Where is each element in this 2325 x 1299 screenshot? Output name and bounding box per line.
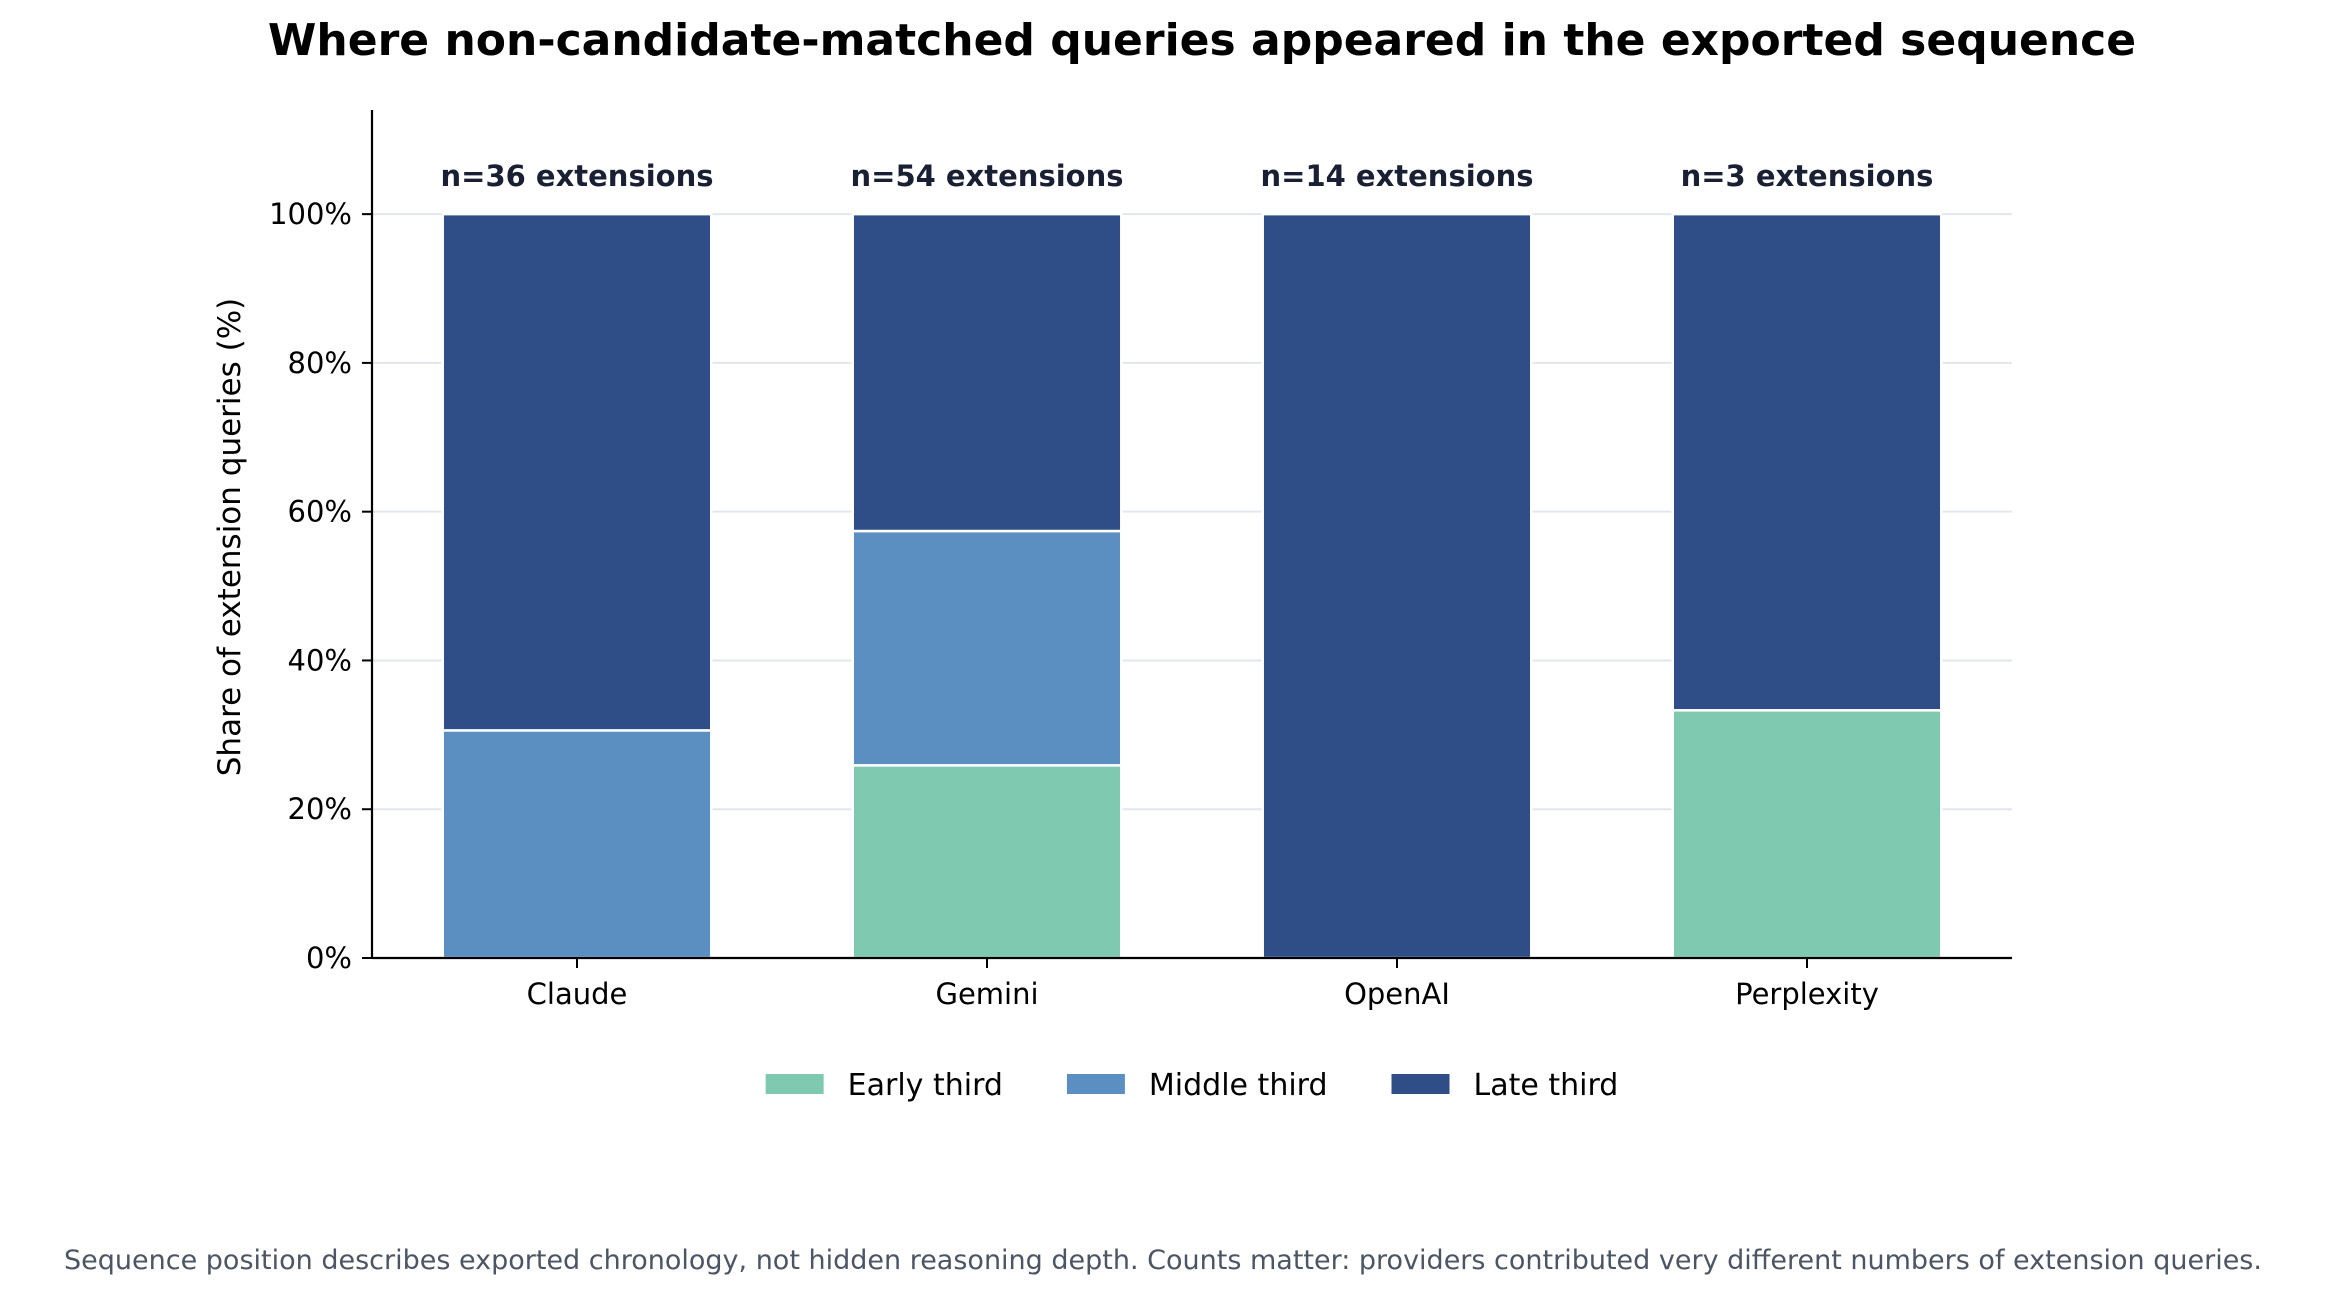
footnote: Sequence position describes exported chr… xyxy=(64,1245,2262,1276)
legend-swatch xyxy=(1391,1074,1450,1094)
x-tick-label: Perplexity xyxy=(1735,977,1879,1011)
bar-segment xyxy=(1671,212,1943,712)
bar-segment xyxy=(441,729,713,960)
legend-label: Late third xyxy=(1474,1068,1619,1103)
x-tick-label: Gemini xyxy=(935,977,1038,1011)
bar-segment xyxy=(1261,212,1533,960)
axis-labels: 0% 20% 40% 60% 80% 100% n=36 extensions Claude n… xyxy=(269,159,1933,1011)
legend-label: Early third xyxy=(848,1068,1003,1103)
legend: Early third Middle third Late third xyxy=(765,1068,1619,1103)
bar-segment xyxy=(441,212,713,732)
legend-label: Middle third xyxy=(1149,1068,1328,1103)
bar-segment xyxy=(851,764,1123,960)
legend-swatch xyxy=(765,1074,824,1094)
bars xyxy=(441,212,1943,960)
y-axis-label: Share of extension queries (%) xyxy=(212,298,248,777)
y-tick-label: 100% xyxy=(269,197,352,231)
bar-segment xyxy=(851,212,1123,533)
bar-segment xyxy=(851,529,1123,767)
bar-segment xyxy=(1671,709,1943,960)
y-tick-label: 40% xyxy=(288,643,352,677)
bar-annotation: n=36 extensions xyxy=(441,159,714,193)
y-tick-label: 0% xyxy=(306,941,352,975)
chart-title: Where non-candidate-matched queries appe… xyxy=(268,15,2136,66)
bar-annotation: n=3 extensions xyxy=(1681,159,1934,193)
y-tick-label: 60% xyxy=(288,495,352,529)
x-tick-label: Claude xyxy=(527,977,628,1011)
bar-annotation: n=14 extensions xyxy=(1261,159,1534,193)
y-tick-label: 20% xyxy=(288,792,352,826)
legend-swatch xyxy=(1066,1074,1125,1094)
axes xyxy=(362,110,2012,968)
bar-annotation: n=54 extensions xyxy=(851,159,1124,193)
y-tick-label: 80% xyxy=(288,346,352,380)
x-tick-label: OpenAI xyxy=(1344,977,1450,1011)
